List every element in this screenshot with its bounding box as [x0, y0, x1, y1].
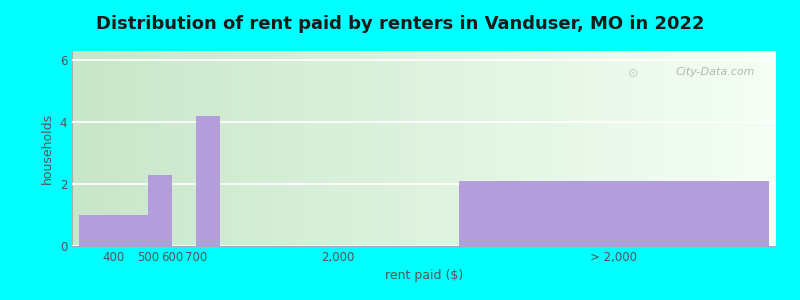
Y-axis label: households: households — [41, 113, 54, 184]
X-axis label: rent paid ($): rent paid ($) — [385, 269, 463, 282]
Bar — [196, 116, 220, 246]
Bar — [458, 181, 769, 246]
Text: City-Data.com: City-Data.com — [675, 67, 755, 76]
Text: ⊙: ⊙ — [628, 67, 638, 80]
Bar — [79, 215, 148, 246]
Bar — [148, 175, 172, 246]
Text: Distribution of rent paid by renters in Vanduser, MO in 2022: Distribution of rent paid by renters in … — [96, 15, 704, 33]
